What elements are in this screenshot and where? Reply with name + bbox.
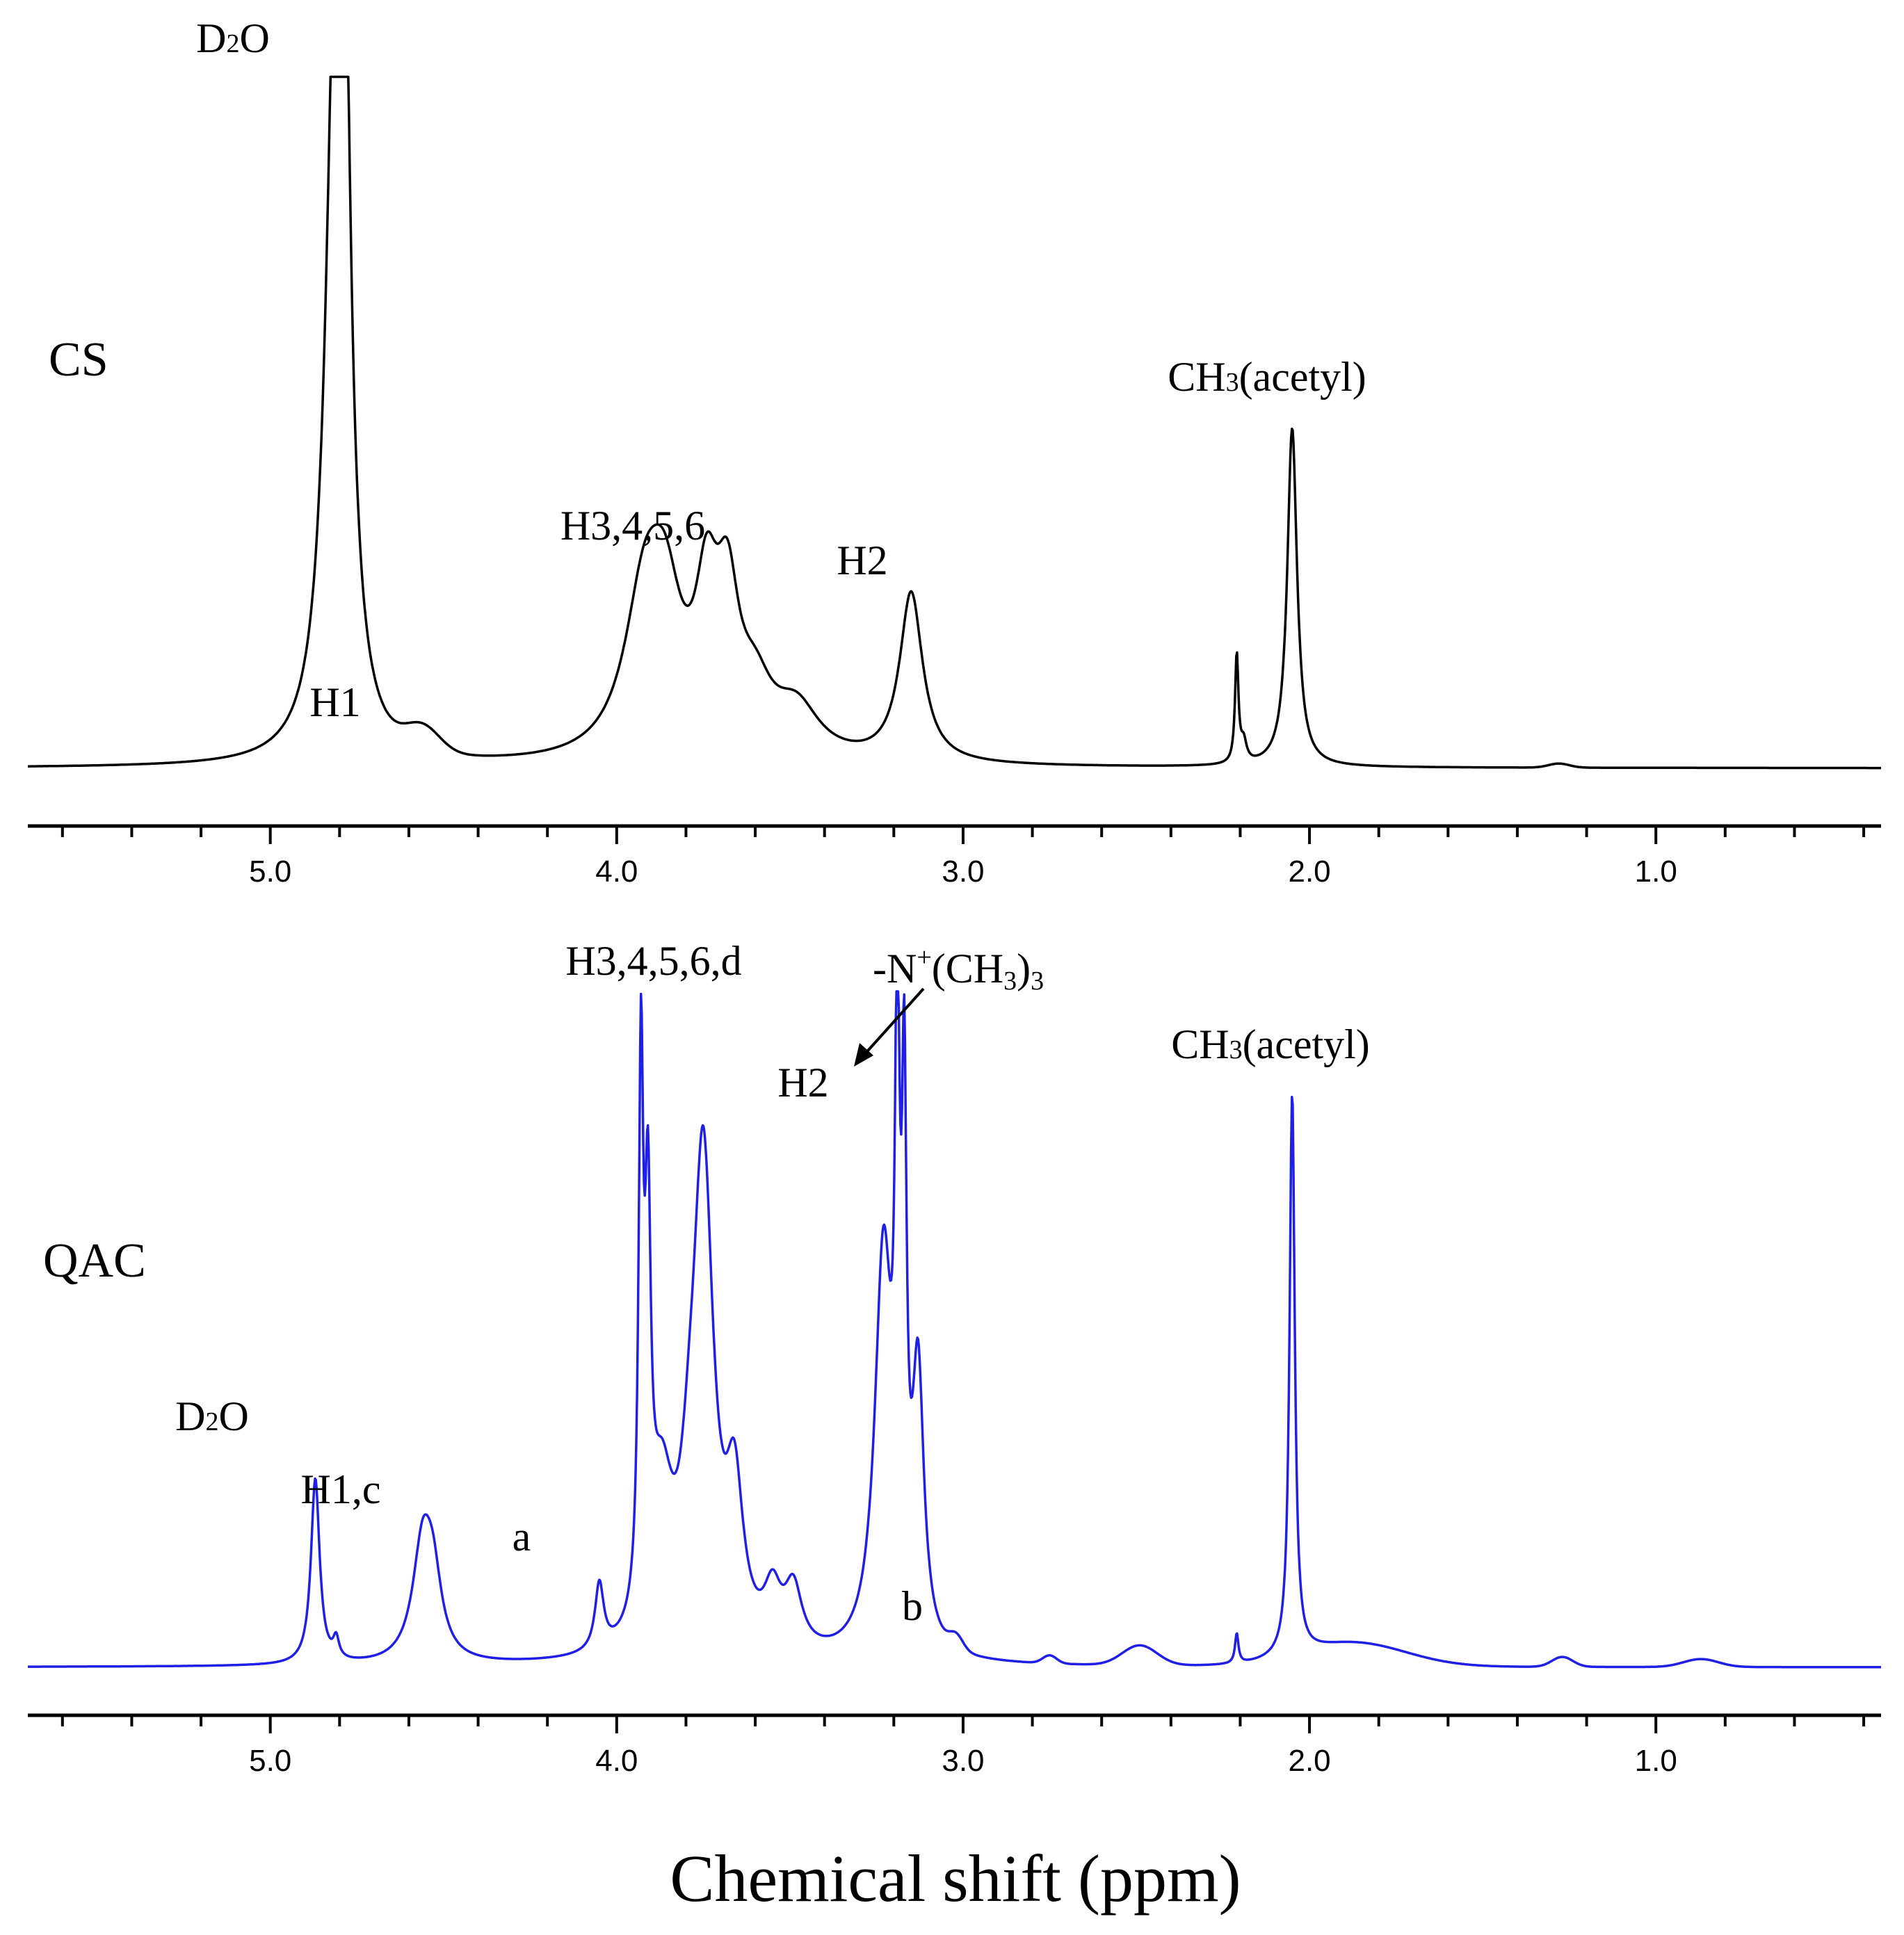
peak-label-d2o-qac: D2O xyxy=(175,1393,249,1439)
arrow-shaft xyxy=(861,987,925,1058)
x-axis-title: Chemical shift (ppm) xyxy=(670,1841,1241,1916)
sample-label-cs: CS xyxy=(49,333,108,387)
tick-label-cs: 3.0 xyxy=(942,855,984,889)
sample-label-qac: QAC xyxy=(43,1234,146,1288)
tick-label-qac: 4.0 xyxy=(595,1744,638,1778)
peak-label-ch3-qac: CH3(acetyl) xyxy=(1171,1021,1370,1067)
peak-label-nme3-qac: -N+(CH3)3 xyxy=(873,943,1044,996)
peak-label-h2-cs: H2 xyxy=(837,537,887,583)
peak-label-h1-cs: H1 xyxy=(309,679,360,725)
peak-label-h3456d-qac: H3,4,5,6,d xyxy=(565,938,741,984)
panel-cs: CS D2O H1 H3,4,5,6 H2 CH3(acetyl) 5.0 4.0… xyxy=(27,15,1882,889)
tick-label-cs: 5.0 xyxy=(249,855,291,889)
peak-label-h3456-cs: H3,4,5,6 xyxy=(560,503,705,549)
peak-label-ch3-cs: CH3(acetyl) xyxy=(1168,354,1366,400)
peak-label-a-qac: a xyxy=(513,1514,531,1560)
spectrum-line-cs xyxy=(27,75,1882,770)
panel-qac: QAC D2O H1,c a H3,4,5,6,d H2 -N+(CH3)3 b… xyxy=(27,938,1882,1778)
tick-label-qac: 2.0 xyxy=(1288,1744,1330,1778)
tick-label-qac: 3.0 xyxy=(942,1744,984,1778)
peak-label-b-qac: b xyxy=(902,1583,923,1629)
tick-label-cs: 4.0 xyxy=(595,855,638,889)
x-axis-qac: 5.0 4.0 3.0 2.0 1.0 xyxy=(28,1713,1881,1778)
peak-label-h2-qac: H2 xyxy=(777,1060,828,1106)
arrow-head-icon xyxy=(854,1043,873,1067)
peak-label-d2o-cs: D2O xyxy=(196,15,270,61)
spectrum-line-qac xyxy=(27,990,1882,1669)
tick-label-qac: 1.0 xyxy=(1635,1744,1677,1778)
tick-label-qac: 5.0 xyxy=(249,1744,291,1778)
x-axis-cs: 5.0 4.0 3.0 2.0 1.0 xyxy=(28,824,1881,889)
peak-label-h1c-qac: H1,c xyxy=(301,1466,381,1512)
tick-label-cs: 1.0 xyxy=(1635,855,1677,889)
arrow-nme3 xyxy=(854,987,925,1067)
tick-label-cs: 2.0 xyxy=(1288,855,1330,889)
